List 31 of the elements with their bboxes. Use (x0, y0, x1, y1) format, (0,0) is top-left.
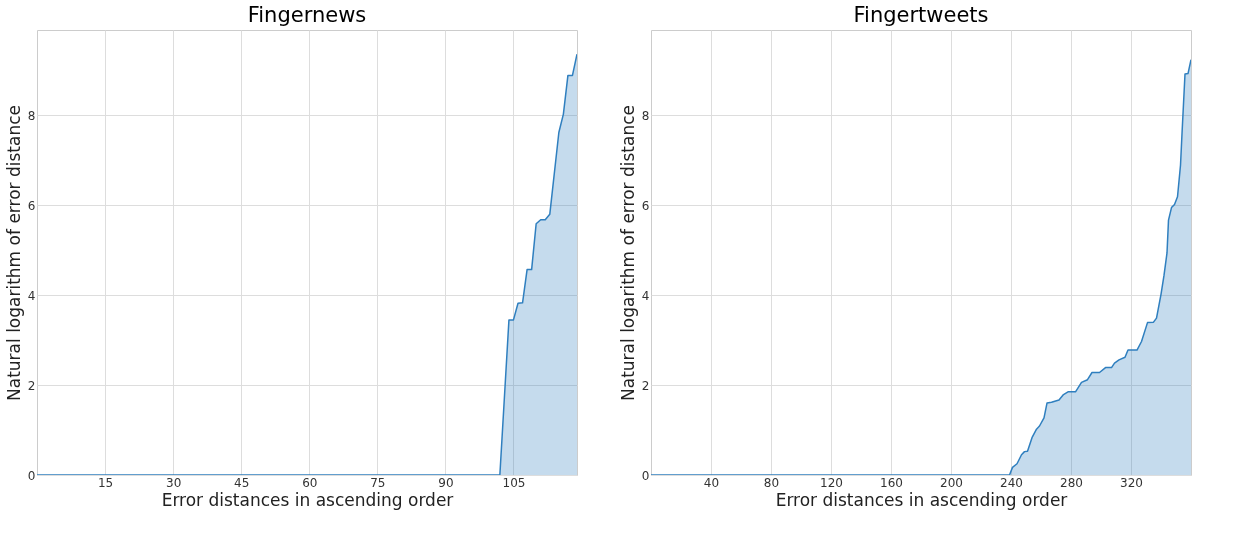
x-tick-label: 80 (763, 475, 780, 490)
x-axis-title: Error distances in ascending order (775, 489, 1068, 510)
y-tick-label: 0 (641, 468, 650, 483)
x-tick-label: 120 (820, 475, 843, 490)
x-tick-label: 45 (234, 475, 250, 490)
x-tick-label: 15 (97, 475, 114, 490)
x-tick-label: 90 (438, 475, 454, 490)
x-tick-label: 30 (165, 475, 182, 490)
x-tick-label: 280 (1060, 475, 1083, 490)
y-tick-label: 0 (27, 468, 36, 483)
y-tick-label: 6 (27, 198, 36, 213)
x-tick-label: 320 (1120, 475, 1143, 490)
x-axis-title: Error distances in ascending order (161, 489, 454, 510)
y-tick-label: 4 (641, 288, 650, 303)
x-tick-label: 105 (502, 475, 526, 490)
x-tick-label: 60 (302, 475, 318, 490)
y-tick-label: 4 (27, 288, 36, 303)
x-tick-label: 200 (940, 475, 963, 490)
y-axis-title: Natural logarithm of error distance (617, 105, 638, 401)
x-tick-label: 40 (703, 475, 720, 490)
chart-title: Fingertweets (853, 3, 989, 27)
x-tick-label: 240 (1000, 475, 1023, 490)
y-tick-label: 6 (641, 198, 650, 213)
chart-title: Fingernews (247, 3, 367, 27)
x-tick-label: 75 (370, 475, 386, 490)
y-tick-label: 2 (641, 378, 650, 393)
y-axis-title: Natural logarithm of error distance (3, 105, 24, 401)
y-tick-label: 8 (641, 108, 650, 123)
x-tick-label: 160 (880, 475, 903, 490)
y-tick-label: 2 (27, 378, 36, 393)
y-tick-label: 8 (27, 108, 36, 123)
